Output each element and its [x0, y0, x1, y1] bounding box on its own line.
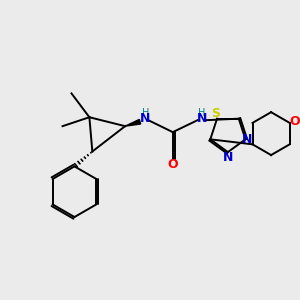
Text: N: N [223, 151, 233, 164]
Text: N: N [197, 112, 207, 124]
Text: S: S [211, 107, 220, 120]
Text: N: N [140, 112, 151, 124]
Text: H: H [142, 108, 149, 118]
Text: H: H [198, 108, 206, 118]
Polygon shape [125, 119, 141, 126]
Text: O: O [290, 115, 300, 128]
Text: O: O [167, 158, 178, 171]
Text: N: N [242, 133, 252, 146]
